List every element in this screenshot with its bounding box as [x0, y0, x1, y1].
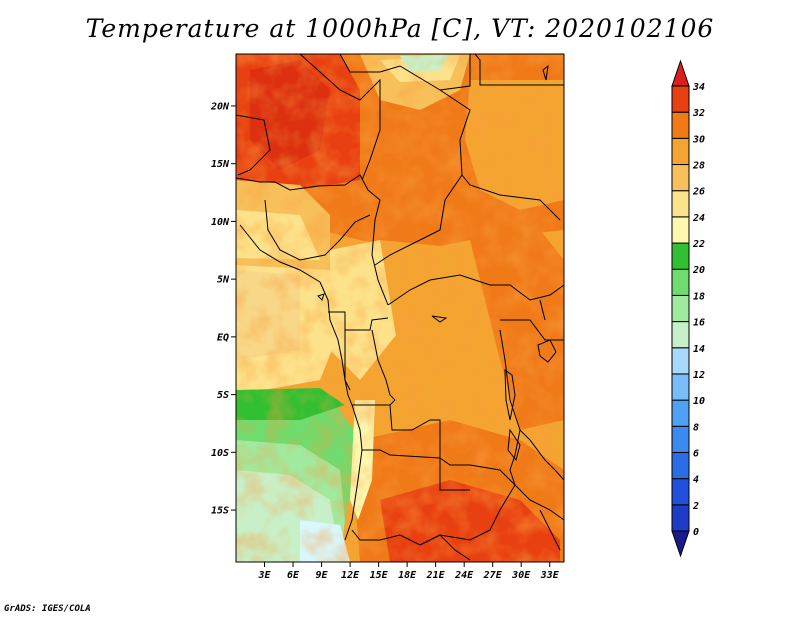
lon-tick-label: 18E [398, 570, 417, 581]
temperature-field [236, 54, 564, 562]
lon-tick-label: 24E [454, 570, 474, 581]
colorbar-label: 32 [692, 108, 705, 119]
colorbar-segment [671, 294, 690, 323]
country-borders [235, 53, 565, 561]
colorbar-segment [671, 399, 690, 427]
colorbar-label: 4 [693, 475, 699, 486]
credit-label: GrADS: IGES/COLA [4, 604, 91, 614]
colorbar-segment [671, 85, 690, 113]
colorbar-segment [671, 268, 690, 296]
colorbar-segment [671, 425, 690, 453]
colorbar-label: 22 [692, 239, 705, 250]
colorbar-label: 18 [693, 291, 705, 302]
lat-tick-label: 15N [211, 159, 230, 170]
colorbar-label: 8 [693, 422, 699, 433]
colorbar-label: 26 [692, 187, 705, 198]
colorbar-label: 10 [693, 396, 705, 407]
colorbar-segment [671, 373, 690, 401]
temperature-map: 20N 15N 10N 5N EQ 5S 10S 15S 3E 6E 9E 12E 15E 18E 21E… [210, 53, 705, 581]
lon-tick-label: 6E [287, 570, 300, 581]
lon-tick-label: 3E [257, 570, 271, 581]
colorbar-segment [671, 347, 690, 375]
lat-tick-label: 10S [211, 448, 229, 459]
lon-tick-label: 12E [341, 570, 360, 581]
colorbar-segment [671, 321, 690, 349]
colorbar-segment [671, 504, 690, 532]
lon-tick-label: 33E [540, 570, 560, 581]
colorbar-label: 34 [692, 82, 705, 93]
lakes [317, 64, 557, 462]
colorbar-segment [671, 216, 690, 244]
latitude-axis: 20N 15N 10N 5N EQ 5S 10S 15S [210, 101, 236, 517]
lon-tick-label: 15E [370, 570, 389, 581]
colorbar-segment [671, 451, 690, 480]
colorbar-label: 30 [692, 134, 705, 145]
lat-tick-label: 10N [211, 217, 230, 228]
lon-tick-label: 30E [511, 570, 531, 581]
colorbar-label: 6 [693, 448, 699, 459]
lat-tick-label: 15S [211, 506, 229, 517]
lat-tick-label: 20N [210, 101, 230, 112]
colorbar-segment [671, 137, 690, 166]
colorbar-label: 28 [692, 161, 705, 172]
colorbar-segment [671, 242, 690, 270]
colorbar-label: 2 [692, 501, 699, 512]
lon-tick-label: 27E [483, 570, 503, 581]
colorbar-high-arrow [671, 59, 690, 87]
lat-tick-label: EQ [217, 332, 229, 343]
lon-tick-label: 21E [426, 570, 446, 581]
map-title: Temperature at 1000hPa [C], VT: 20201021… [85, 14, 715, 43]
colorbar-label: 16 [693, 318, 705, 329]
colorbar-segment [671, 164, 690, 192]
colorbar-segment [671, 478, 690, 506]
lat-tick-label: 5S [217, 390, 229, 401]
longitude-axis: 3E 6E 9E 12E 15E 18E 21E 24E 27E 30E 33E [257, 562, 560, 581]
colorbar-label: 12 [693, 370, 705, 381]
colorbar-segment [671, 190, 690, 218]
lat-tick-label: 5N [217, 275, 230, 286]
colorbar-segment [671, 111, 690, 139]
colorbar-label: 20 [692, 265, 705, 276]
lon-tick-label: 9E [316, 570, 329, 581]
colorbar-label: 0 [693, 527, 699, 538]
colorbar-low-arrow [671, 530, 690, 558]
colorbar-label: 14 [693, 344, 705, 355]
map-frame [235, 53, 565, 563]
colorbar-label: 24 [692, 213, 705, 224]
